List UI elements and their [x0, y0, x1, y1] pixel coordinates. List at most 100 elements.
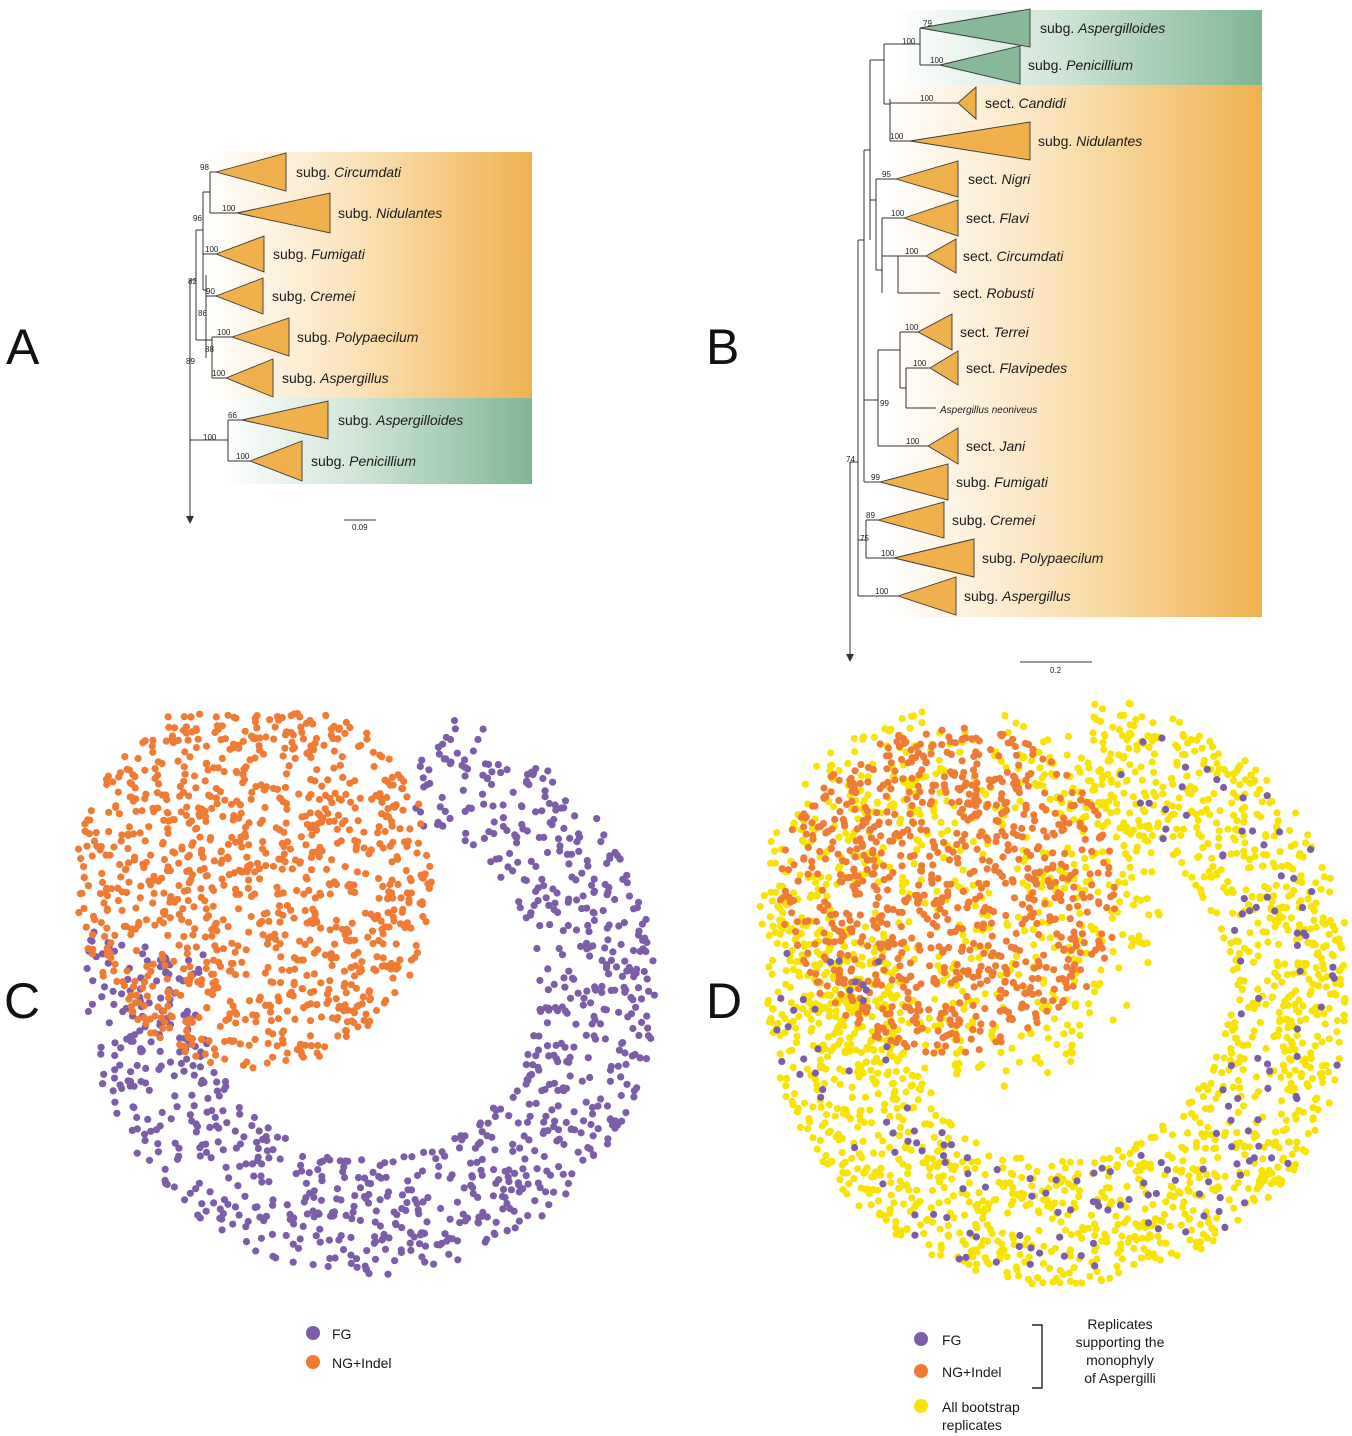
scatter-point: [415, 800, 423, 808]
scatter-point: [573, 838, 581, 846]
scatter-point: [1272, 881, 1280, 889]
scatter-point: [784, 866, 793, 874]
scatter-point: [375, 1172, 383, 1181]
scatter-point: [1085, 1000, 1093, 1008]
scatter-point: [418, 1167, 427, 1175]
scatter-point: [231, 1127, 239, 1135]
scatter-point: [841, 1049, 849, 1057]
scatter-point: [1337, 965, 1345, 973]
scatter-point: [174, 757, 182, 765]
scatter-point: [813, 1145, 821, 1153]
scatter-point: [1155, 911, 1163, 919]
scatter-point: [1100, 745, 1108, 754]
scatter-point: [609, 948, 617, 956]
scatter-point: [340, 967, 349, 975]
scatter-point: [894, 1034, 903, 1042]
scatter-point: [191, 925, 199, 933]
scatter-point: [789, 1017, 797, 1025]
scatter-point: [988, 919, 996, 927]
scatter-point: [988, 1230, 996, 1238]
scatter-point: [1064, 955, 1072, 964]
scatter-point: [806, 968, 815, 977]
scatter-point: [477, 1166, 485, 1174]
clade-label: subg. Aspergillus: [282, 370, 389, 386]
scatter-point: [914, 782, 923, 791]
scatter-point: [594, 1125, 602, 1133]
scatter-point: [1289, 865, 1297, 873]
scatter-point: [110, 1074, 119, 1082]
scatter-point: [902, 1066, 911, 1074]
scatter-point: [546, 819, 554, 827]
scatter-point: [325, 880, 333, 888]
scatter-point: [907, 1146, 915, 1154]
scatter-point: [85, 830, 93, 838]
scatter-point: [292, 1170, 300, 1178]
scatter-point: [92, 829, 100, 837]
scatter-point: [553, 1137, 561, 1145]
scatter-point: [192, 1128, 200, 1136]
scatter-point: [953, 1151, 961, 1159]
scatter-point: [852, 1046, 860, 1054]
scatter-point: [814, 870, 822, 878]
scatter-point: [996, 1249, 1004, 1257]
scatter-point: [416, 1231, 425, 1239]
scatter-point: [1025, 904, 1033, 912]
scatter-point: [914, 1072, 922, 1080]
scatter-point: [196, 710, 204, 718]
scatter-point: [1194, 1085, 1203, 1093]
scatter-point: [298, 813, 306, 821]
scatter-point: [202, 760, 210, 768]
scatter-point: [110, 1000, 118, 1009]
scatter-point: [977, 884, 986, 892]
scatter-point: [796, 1123, 804, 1131]
scatter-point: [552, 1041, 560, 1049]
scatter-point: [927, 1089, 935, 1097]
scatter-point: [177, 1059, 185, 1068]
panel-letter-d: D: [706, 973, 742, 1029]
scatter-point: [253, 859, 262, 867]
scatter-point: [1097, 1277, 1105, 1285]
scatter-point: [904, 1163, 912, 1171]
scatter-point: [952, 968, 960, 976]
scatter-point: [116, 1081, 124, 1089]
scatter-point: [1097, 717, 1105, 726]
scatter-point: [510, 1169, 519, 1177]
scatter-point: [275, 997, 283, 1005]
scatter-point: [1212, 1053, 1220, 1061]
scatter-point: [426, 862, 434, 871]
scatter-point: [120, 982, 128, 990]
scatter-point: [1080, 894, 1088, 902]
clade-label: sect. Circumdati: [963, 248, 1064, 264]
scatter-point: [240, 1133, 248, 1141]
scatter-point: [1113, 1262, 1121, 1270]
scatter-point: [380, 999, 388, 1007]
scatter-point: [1028, 975, 1036, 983]
scatter-point: [945, 856, 954, 864]
scatter-point: [892, 1230, 900, 1238]
scatter-point: [1130, 937, 1138, 945]
scatter-point: [224, 840, 232, 849]
scatter-point: [308, 866, 316, 874]
scatter-point: [769, 922, 777, 930]
scatter-point: [180, 933, 188, 941]
scatter-point: [851, 805, 859, 814]
scatter-point: [1111, 1227, 1119, 1235]
scatter-point: [650, 991, 659, 999]
scatter-point: [1144, 732, 1152, 740]
scatter-point: [1023, 848, 1031, 856]
scatter-point: [789, 1063, 797, 1071]
scatter-point: [1313, 1011, 1321, 1019]
scatter-point: [1070, 1264, 1078, 1272]
scatter-point: [1074, 1171, 1082, 1179]
scatter-point: [1224, 825, 1232, 833]
scatter-point: [874, 1131, 882, 1139]
scatter-point: [297, 1161, 305, 1169]
scatter-point: [1040, 771, 1048, 779]
scatter-point: [174, 736, 182, 745]
scatter-point: [361, 1174, 369, 1182]
scatter-point: [1029, 925, 1037, 934]
scatter-point: [269, 1196, 277, 1204]
scatter-point: [842, 909, 851, 918]
